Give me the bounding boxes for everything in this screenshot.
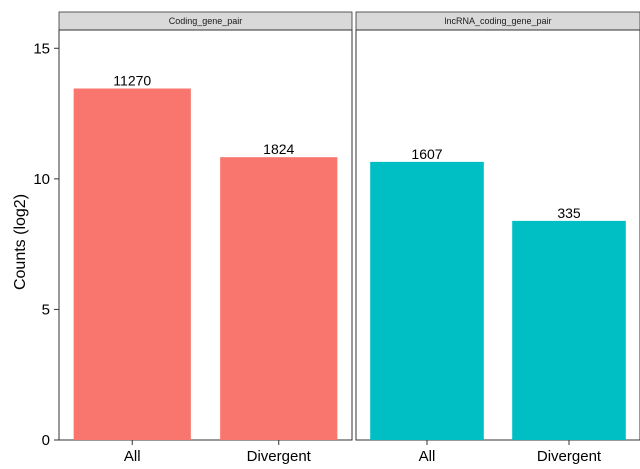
x-tick-label: All <box>124 448 141 465</box>
x-tick-label: Divergent <box>537 448 602 465</box>
y-tick-label: 10 <box>33 171 50 188</box>
panel-border <box>355 29 640 441</box>
facet-panels: Coding_gene_pair11270All1824Divergentlnc… <box>58 11 640 465</box>
y-tick-label: 15 <box>33 40 50 57</box>
facet-strip-label: Coding_gene_pair <box>169 16 243 26</box>
panel-border <box>58 29 353 441</box>
bar <box>73 88 191 440</box>
facet-panel: lncRNA_coding_gene_pair 1607 All 335 Diverge… <box>355 11 640 465</box>
y-tick-label: 5 <box>42 301 50 318</box>
bar-data-label: 1607 <box>411 146 442 162</box>
y-tick-label: 0 <box>42 432 50 449</box>
facet-strip-label: lncRNA_coding_gene_pair <box>444 16 551 26</box>
bar <box>370 161 484 441</box>
bar <box>512 220 626 440</box>
x-tick-label: Divergent <box>247 448 312 465</box>
x-tick-label: All <box>419 448 436 465</box>
bar-data-label: 1824 <box>263 141 294 157</box>
y-axis: 0 5 10 15 <box>33 40 59 449</box>
bar-data-label: 335 <box>557 205 581 221</box>
bar <box>220 157 338 440</box>
bar-data-label: 11270 <box>113 72 151 88</box>
y-axis-title: Counts (log2) <box>12 194 29 290</box>
facet-panel: Coding_gene_pair 11270 All 1824 Divergent <box>58 11 353 465</box>
